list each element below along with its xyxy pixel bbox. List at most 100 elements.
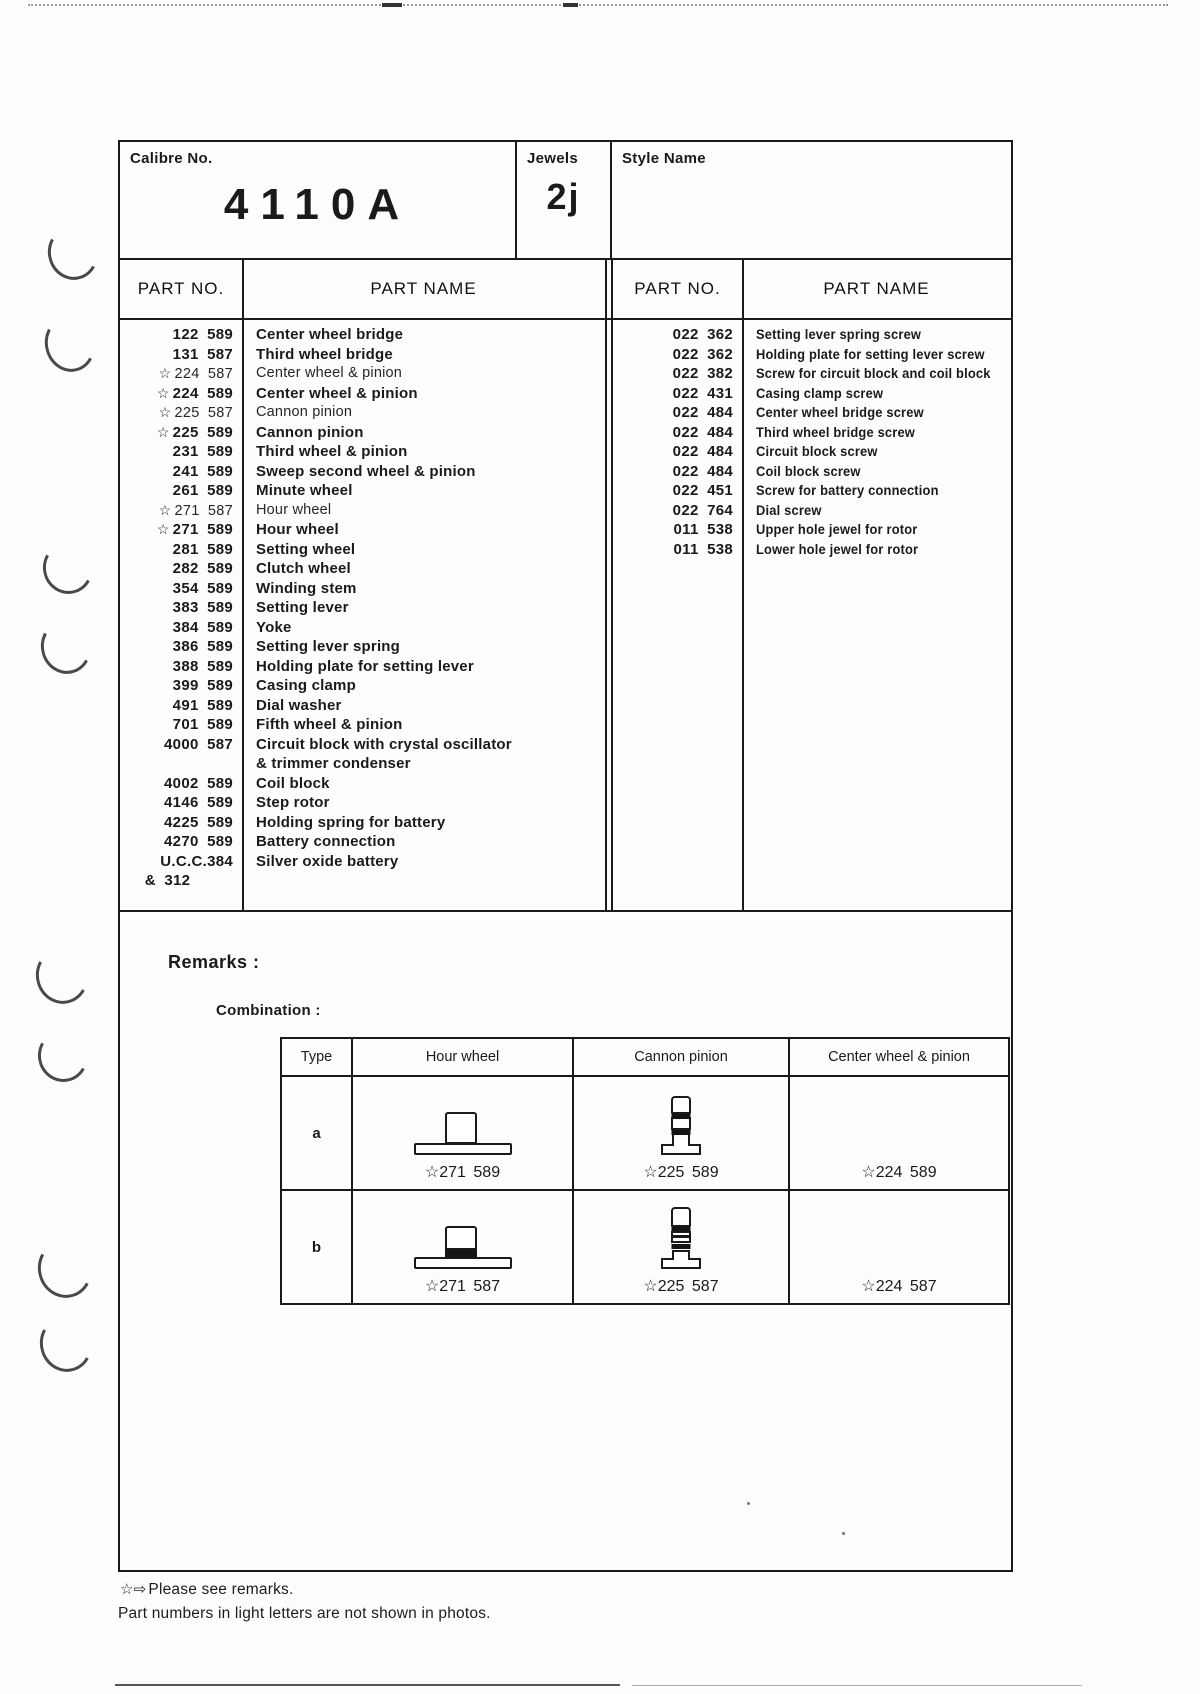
part-name: Fifth wheel & pinion [256,716,403,733]
part-row: 281 589 Setting wheel [120,540,605,560]
part-row: 022 484 Center wheel bridge screw [613,403,1011,423]
combo-center-wheel-cell: ☆224 587 [790,1191,1008,1303]
part-name: Screw for battery connection [756,482,939,498]
part-name: Setting lever spring [256,638,401,655]
part-name-cell: Setting lever [242,598,605,618]
parts-table-body: PART NO. PART NAME 122 589 Center wheel b… [120,260,1011,910]
part-row: U.C.C.384 & 312 Silver oxide battery [120,852,605,891]
part-name-header: PART NAME [823,279,930,298]
part-row: 4270 589 Battery connection [120,832,605,852]
combo-center-wheel-cell: ☆224 589 [790,1077,1008,1189]
part-number: 4146 589 [164,794,233,811]
part-name-cell: Holding plate for setting lever [242,657,605,677]
part-name-cell: Battery connection [242,832,605,852]
hour-wheel-band [444,1250,477,1258]
part-name-cell: Setting lever spring screw [742,325,1011,345]
punch-hole-mark [33,1310,99,1378]
part-name: Sweep second wheel & pinion [256,462,476,480]
part-row: 4002 589 Coil block [120,774,605,794]
combo-type-cell: a [282,1077,353,1189]
part-name: Center wheel bridge [256,326,404,343]
hour-wheel-plate [413,1257,512,1269]
combo-hour-wheel-cell: ☆271 587 [353,1191,574,1303]
part-name-cell: Sweep second wheel & pinion [242,462,605,482]
part-rows-left: 122 589 Center wheel bridge 131 587 Third w… [120,318,605,891]
part-name-cell: Winding stem [242,579,605,599]
remarks-title: Remarks : [168,952,260,972]
part-name-cell: Third wheel & pinion [242,442,605,462]
part-name: Holding spring for battery [256,813,446,831]
part-row: 282 589 Clutch wheel [120,559,605,579]
part-number: 022 484 [672,443,733,460]
combination-row: b ☆271 587 ☆225 587 ☆224 587 [282,1191,1008,1303]
part-row: 022 362 Setting lever spring screw [613,325,1011,345]
column-divider [242,260,244,910]
part-number-cell: 022 382 [613,364,742,384]
part-number: ☆ 224 587 [158,365,233,382]
part-row: ☆ 271 587 Hour wheel [120,501,605,521]
star-icon: ☆ [158,404,172,420]
part-number: 022 484 [672,404,733,421]
part-row: 022 362 Holding plate for setting lever s… [613,345,1011,365]
part-number: 022 431 [672,384,733,402]
hour-wheel-part-number: ☆271 589 [424,1164,501,1181]
part-name-cell: Step rotor [242,793,605,813]
part-number: 022 362 [672,326,733,343]
part-number-cell: 491 589 [120,696,242,716]
scan-noise-bottom [632,1685,1082,1686]
part-name-cell: Dial washer [242,696,605,716]
part-number: 122 589 [172,326,233,343]
part-name: Third wheel bridge screw [756,423,916,440]
cannon-pinion-b1 [671,1130,691,1135]
scan-mark [563,3,578,7]
part-row: 701 589 Fifth wheel & pinion [120,715,605,735]
part-name: Yoke [256,618,292,636]
part-number-cell: U.C.C.384 & 312 [120,852,242,891]
part-name: Upper hole jewel for rotor [756,521,918,537]
part-number-cell: 022 451 [613,481,742,501]
part-name-cell: Dial screw [742,501,1011,521]
column-headers-left: PART NO. PART NAME [120,260,605,318]
part-number: 386 589 [172,638,233,655]
calibre-cell: Calibre No. 4110A [120,142,517,258]
cannon-pinion-b3 [671,1235,691,1238]
punch-hole-mark [34,614,98,680]
cannon-pinion-top [671,1096,691,1114]
part-number-cell: 4002 589 [120,774,242,794]
part-name: Coil block screw [756,462,861,479]
part-number-cell: 354 589 [120,579,242,599]
part-number: 231 589 [172,443,233,460]
part-number-cell: ☆ 224 587 [120,364,242,384]
header-underline [120,318,1011,320]
punch-hole-mark [41,220,105,286]
part-number-cell: 022 431 [613,384,742,404]
cannon-pinion-b2 [671,1227,691,1232]
part-number-continued: & 312 [144,872,191,889]
part-no-header: PART NO. [137,279,225,298]
part-number: 388 589 [172,657,233,675]
remarks-box: Remarks : Combination : Type Hour wheel … [118,910,1013,1572]
scan-dot [747,1502,750,1505]
footer-note-light-letters: Part numbers in light letters are not sh… [118,1605,491,1622]
punch-hole-mark [32,1024,94,1088]
part-number: 4002 589 [164,774,233,792]
part-number: ☆ 271 589 [156,521,233,538]
combo-header-type: Type [282,1039,353,1075]
part-number-cell: 241 589 [120,462,242,482]
part-row: 022 484 Circuit block screw [613,442,1011,462]
part-number-cell: 022 484 [613,462,742,482]
part-name: Center wheel & pinion [256,365,403,381]
column-divider [742,260,744,910]
cannon-pinion-b2 [671,1114,691,1119]
jewels-cell: Jewels 2j [517,142,612,258]
part-name-cell: Lower hole jewel for rotor [742,540,1011,560]
part-name-cell: Holding plate for setting lever screw [742,345,1011,365]
part-name-cell: Third wheel bridge [242,345,605,365]
part-name-cell: Center wheel bridge [242,325,605,345]
jewels-value: 2j [546,176,581,217]
part-number-cell: ☆ 271 589 [120,520,242,540]
part-number: 281 589 [172,540,233,558]
combination-table-header: Type Hour wheel Cannon pinion Center whe… [282,1039,1008,1077]
star-icon: ☆ [158,501,172,518]
part-name: Third wheel bridge [256,345,393,363]
